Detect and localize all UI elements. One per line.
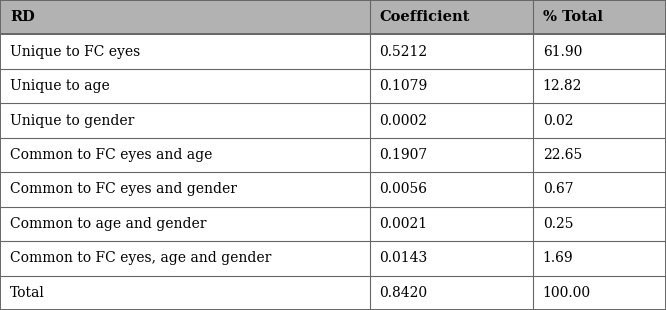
Text: Coefficient: Coefficient: [380, 10, 470, 24]
Text: Common to FC eyes and gender: Common to FC eyes and gender: [10, 183, 237, 197]
Text: Unique to FC eyes: Unique to FC eyes: [10, 45, 141, 59]
Text: Common to FC eyes, age and gender: Common to FC eyes, age and gender: [10, 251, 271, 265]
Text: 22.65: 22.65: [543, 148, 582, 162]
Text: Unique to age: Unique to age: [10, 79, 110, 93]
FancyBboxPatch shape: [0, 241, 666, 276]
Text: 0.5212: 0.5212: [380, 45, 428, 59]
Text: 61.90: 61.90: [543, 45, 582, 59]
Text: 0.1907: 0.1907: [380, 148, 428, 162]
Text: % Total: % Total: [543, 10, 603, 24]
FancyBboxPatch shape: [0, 207, 666, 241]
Text: 0.0143: 0.0143: [380, 251, 428, 265]
FancyBboxPatch shape: [0, 69, 666, 103]
Text: RD: RD: [10, 10, 35, 24]
Text: 0.02: 0.02: [543, 113, 573, 127]
FancyBboxPatch shape: [0, 103, 666, 138]
FancyBboxPatch shape: [0, 0, 666, 34]
Text: 12.82: 12.82: [543, 79, 582, 93]
Text: Common to age and gender: Common to age and gender: [10, 217, 206, 231]
Text: 0.8420: 0.8420: [380, 286, 428, 300]
FancyBboxPatch shape: [0, 276, 666, 310]
Text: 100.00: 100.00: [543, 286, 591, 300]
Text: 0.0021: 0.0021: [380, 217, 428, 231]
Text: 0.0002: 0.0002: [380, 113, 428, 127]
Text: Total: Total: [10, 286, 45, 300]
Text: Unique to gender: Unique to gender: [10, 113, 135, 127]
Text: Common to FC eyes and age: Common to FC eyes and age: [10, 148, 212, 162]
Text: 1.69: 1.69: [543, 251, 573, 265]
Text: 0.1079: 0.1079: [380, 79, 428, 93]
FancyBboxPatch shape: [0, 34, 666, 69]
FancyBboxPatch shape: [0, 172, 666, 207]
Text: 0.0056: 0.0056: [380, 183, 428, 197]
Text: 0.25: 0.25: [543, 217, 573, 231]
FancyBboxPatch shape: [0, 138, 666, 172]
Text: 0.67: 0.67: [543, 183, 573, 197]
